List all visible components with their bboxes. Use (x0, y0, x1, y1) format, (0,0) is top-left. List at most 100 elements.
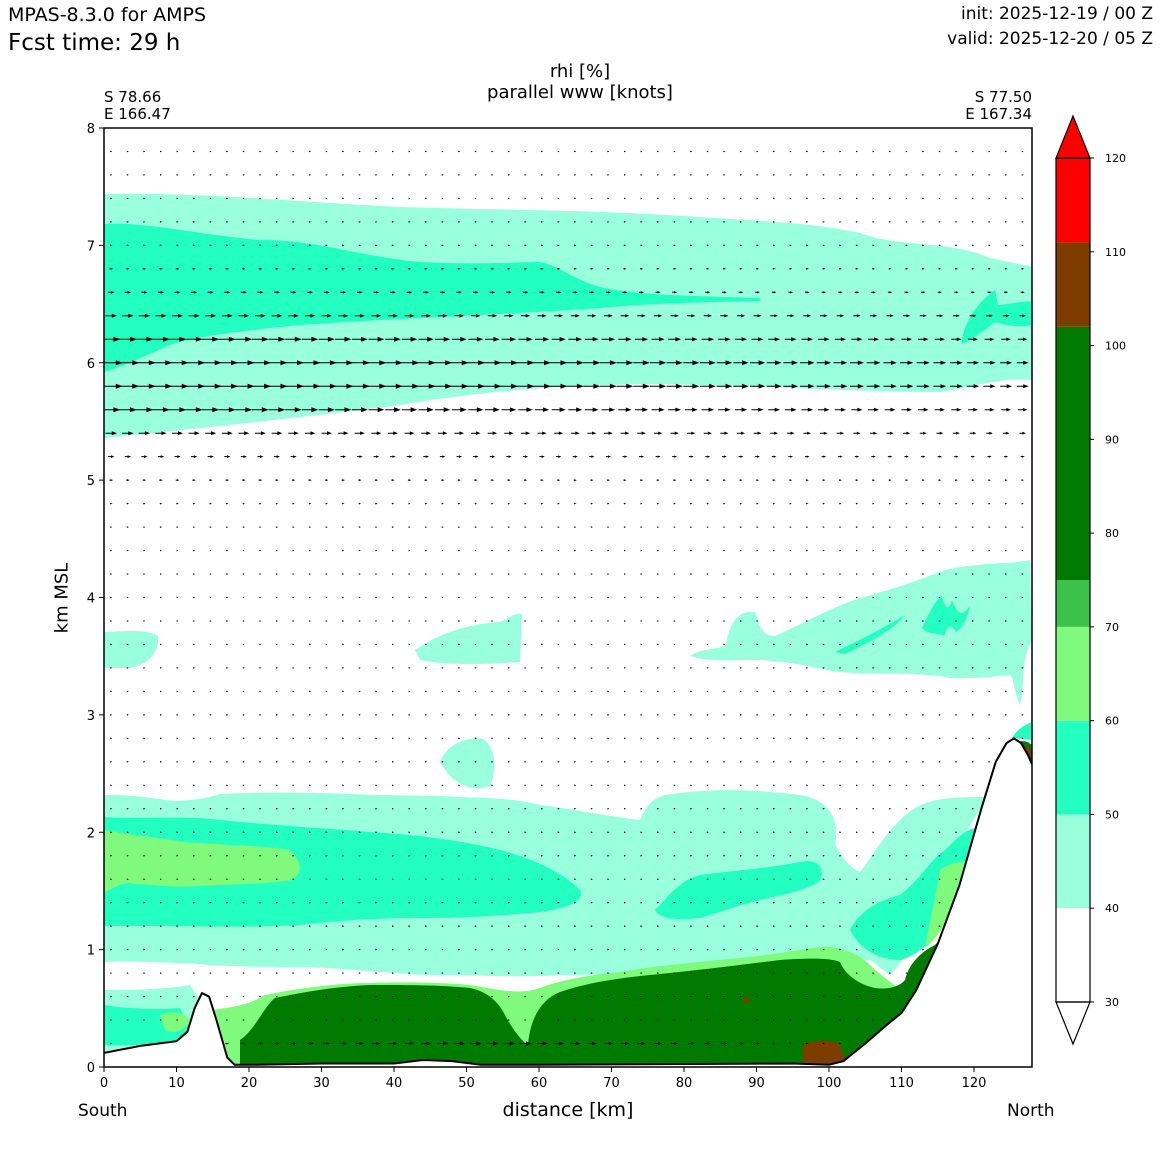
wind-arrow (889, 221, 892, 223)
wind-arrow (458, 831, 461, 834)
wind-arrow (193, 831, 196, 834)
wind-arrow (624, 667, 626, 669)
x-tick-label: 30 (313, 1076, 330, 1091)
wind-arrow (176, 244, 179, 247)
wind-arrow (872, 948, 875, 951)
wind-arrow (919, 314, 927, 318)
wind-arrow (773, 948, 776, 951)
wind-arrow (653, 314, 663, 318)
wind-arrow (690, 925, 693, 927)
wind-arrow (884, 337, 896, 342)
wind-arrow (474, 807, 477, 810)
wind-arrow (358, 807, 361, 810)
wind-arrow (557, 972, 560, 974)
wind-arrow (953, 314, 960, 318)
wind-arrow (1021, 620, 1024, 622)
wind-arrow (143, 714, 146, 716)
wind-arrow (259, 667, 262, 669)
wind-arrow (938, 737, 941, 740)
wind-arrow (607, 972, 610, 974)
wind-arrow (437, 431, 448, 435)
wind-arrow (586, 1041, 597, 1046)
wind-arrow (441, 1019, 444, 1021)
wind-arrow (533, 360, 551, 366)
wind-arrow (574, 925, 577, 927)
wind-arrow (705, 455, 711, 458)
wind-arrow (358, 690, 361, 693)
wind-arrow (604, 431, 613, 435)
wind-arrow (855, 502, 859, 505)
wind-arrow (855, 526, 858, 528)
wind-arrow (391, 479, 395, 482)
wind-arrow (938, 197, 941, 200)
wind-arrow (126, 854, 129, 857)
wind-arrow (839, 479, 842, 482)
wind-arrow (242, 549, 245, 552)
wind-arrow (818, 337, 830, 342)
wind-arrow (905, 995, 908, 998)
wind-arrow (756, 831, 759, 834)
wind-arrow (126, 878, 129, 880)
wind-arrow (872, 807, 875, 810)
wind-arrow (919, 431, 927, 435)
wind-arrow (357, 455, 363, 458)
wind-arrow (657, 714, 660, 716)
wind-arrow (385, 336, 401, 342)
wind-arrow (690, 620, 693, 622)
wind-arrow (309, 831, 312, 834)
wind-arrow (507, 221, 510, 223)
wind-arrow (922, 807, 925, 810)
wind-arrow (425, 573, 428, 575)
wind-arrow (226, 643, 229, 646)
wind-arrow (839, 1019, 842, 1021)
wind-arrow (557, 549, 560, 552)
wind-arrow (888, 479, 892, 482)
wind-arrow (901, 407, 912, 412)
wind-arrow (803, 431, 812, 435)
wind-arrow (750, 383, 766, 389)
wind-arrow (474, 690, 477, 693)
wind-arrow (292, 878, 295, 880)
wind-arrow (159, 244, 163, 247)
wind-arrow (1021, 502, 1024, 505)
wind-arrow (301, 407, 319, 413)
wind-arrow (507, 526, 510, 528)
wind-arrow (789, 690, 792, 693)
wind-arrow (590, 761, 593, 763)
wind-arrow (574, 972, 577, 974)
wind-arrow (392, 737, 394, 740)
wind-arrow (342, 690, 345, 693)
wind-arrow (740, 831, 742, 834)
wind-arrow (1005, 596, 1008, 599)
wind-arrow (673, 831, 676, 834)
wind-arrow (518, 337, 533, 342)
wind-arrow (671, 1042, 679, 1045)
wind-arrow (590, 244, 593, 247)
wind-arrow (483, 383, 502, 389)
wind-arrow (143, 995, 146, 998)
wind-arrow (640, 244, 643, 247)
wind-arrow (905, 573, 908, 575)
colorbar-tick-label: 50 (1105, 808, 1119, 821)
wind-arrow (449, 360, 469, 366)
wind-arrow (1016, 384, 1029, 389)
wind-arrow (756, 690, 759, 693)
wind-arrow (624, 549, 626, 552)
wind-arrow (756, 784, 759, 787)
wind-arrow (673, 643, 676, 646)
rhi-fill-mid-50-a (835, 615, 905, 654)
wind-arrow (358, 221, 361, 223)
wind-arrow (141, 455, 148, 458)
wind-arrow (342, 831, 345, 834)
wind-arrow (309, 761, 312, 763)
wind-arrow (451, 407, 467, 413)
wind-arrow (723, 667, 726, 669)
wind-arrow (557, 925, 560, 927)
wind-arrow (872, 620, 875, 622)
wind-arrow (624, 854, 626, 857)
wind-arrow (618, 407, 632, 412)
wind-arrow (922, 244, 925, 247)
wind-arrow (242, 972, 245, 974)
wind-arrow (557, 948, 560, 951)
wind-arrow (938, 878, 941, 880)
